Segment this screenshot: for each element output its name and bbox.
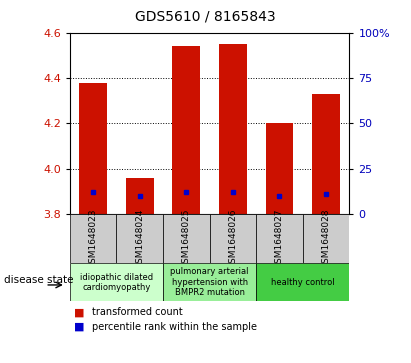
Text: GDS5610 / 8165843: GDS5610 / 8165843 — [135, 9, 276, 23]
Text: percentile rank within the sample: percentile rank within the sample — [92, 322, 257, 332]
Bar — [172, 46, 200, 214]
Text: GSM1648025: GSM1648025 — [182, 208, 191, 269]
Bar — [163, 214, 210, 263]
Text: ■: ■ — [74, 307, 85, 317]
Text: GSM1648027: GSM1648027 — [275, 208, 284, 269]
Bar — [79, 82, 107, 214]
Bar — [70, 214, 116, 263]
Bar — [256, 263, 349, 301]
Text: GSM1648026: GSM1648026 — [229, 208, 238, 269]
Bar — [163, 263, 256, 301]
Bar — [70, 263, 163, 301]
Text: pulmonary arterial
hypertension with
BMPR2 mutation: pulmonary arterial hypertension with BMP… — [171, 267, 249, 297]
Bar — [219, 44, 247, 214]
Text: transformed count: transformed count — [92, 307, 183, 317]
Bar — [126, 178, 154, 214]
Text: disease state: disease state — [4, 274, 74, 285]
Bar — [210, 214, 256, 263]
Text: GSM1648023: GSM1648023 — [89, 208, 98, 269]
Bar — [266, 123, 293, 214]
Text: healthy control: healthy control — [271, 278, 335, 287]
Bar — [312, 94, 340, 214]
Text: GSM1648028: GSM1648028 — [321, 208, 330, 269]
Bar — [303, 214, 349, 263]
Bar — [256, 214, 303, 263]
Text: GSM1648024: GSM1648024 — [135, 208, 144, 269]
Text: ■: ■ — [74, 322, 85, 332]
Bar — [116, 214, 163, 263]
Text: idiopathic dilated
cardiomyopathy: idiopathic dilated cardiomyopathy — [80, 273, 153, 292]
